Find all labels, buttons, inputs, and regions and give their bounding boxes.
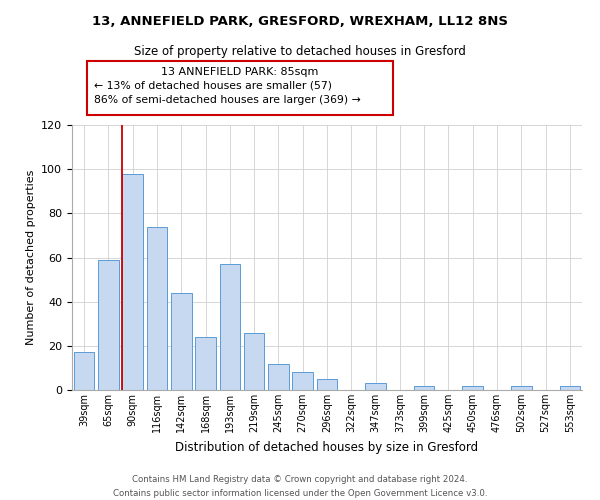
- Text: ← 13% of detached houses are smaller (57): ← 13% of detached houses are smaller (57…: [94, 81, 332, 91]
- Bar: [146, 226, 167, 390]
- Bar: [122, 174, 143, 390]
- Bar: [317, 379, 337, 390]
- Bar: [463, 386, 483, 390]
- Bar: [292, 372, 313, 390]
- X-axis label: Distribution of detached houses by size in Gresford: Distribution of detached houses by size …: [175, 440, 479, 454]
- Text: 13, ANNEFIELD PARK, GRESFORD, WREXHAM, LL12 8NS: 13, ANNEFIELD PARK, GRESFORD, WREXHAM, L…: [92, 15, 508, 28]
- Y-axis label: Number of detached properties: Number of detached properties: [26, 170, 35, 345]
- Bar: [195, 337, 216, 390]
- Text: Contains HM Land Registry data © Crown copyright and database right 2024.
Contai: Contains HM Land Registry data © Crown c…: [113, 476, 487, 498]
- Bar: [365, 384, 386, 390]
- Bar: [220, 264, 240, 390]
- Bar: [171, 293, 191, 390]
- Bar: [560, 386, 580, 390]
- Bar: [74, 352, 94, 390]
- Bar: [268, 364, 289, 390]
- Bar: [511, 386, 532, 390]
- Text: Size of property relative to detached houses in Gresford: Size of property relative to detached ho…: [134, 45, 466, 58]
- Text: 86% of semi-detached houses are larger (369) →: 86% of semi-detached houses are larger (…: [94, 95, 361, 105]
- Bar: [98, 260, 119, 390]
- Bar: [414, 386, 434, 390]
- Bar: [244, 332, 265, 390]
- Text: 13 ANNEFIELD PARK: 85sqm: 13 ANNEFIELD PARK: 85sqm: [161, 67, 319, 77]
